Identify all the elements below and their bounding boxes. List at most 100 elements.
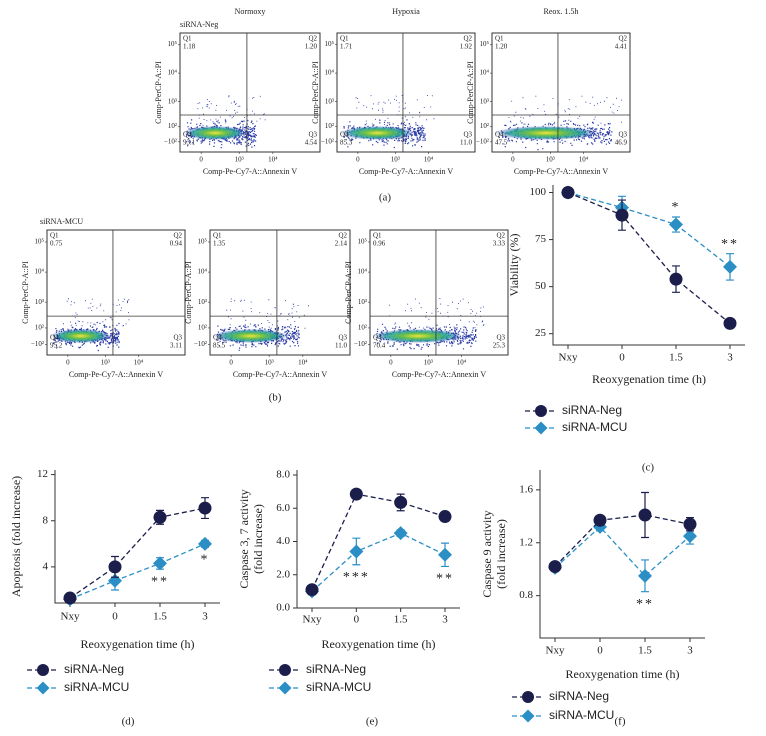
y-tick-label: −10² [31, 340, 44, 348]
y-tick-label: 50 [535, 280, 547, 292]
quadrant-value: 1.18 [183, 43, 196, 51]
legend-marker [279, 664, 291, 676]
y-tick-label: 100 [530, 186, 547, 198]
legend-marker [521, 709, 535, 723]
y-tick-label: 10⁵ [35, 238, 45, 246]
quadrant-name: Q2 [618, 35, 627, 43]
quadrant-name: Q4 [373, 334, 382, 342]
y-tick-label: 10³ [198, 298, 207, 306]
x-tick-label: 0 [229, 359, 233, 367]
data-point [153, 510, 167, 524]
y-tick-label: 10² [35, 324, 44, 332]
x-tick-label: 10³ [265, 359, 274, 367]
event-scatter [217, 298, 309, 351]
panel-label: (e) [366, 716, 379, 728]
legend-label: siRNA-MCU [549, 708, 614, 722]
y-axis-label: (fold increase) [251, 504, 265, 574]
y-axis-label: Apoptosis (fold increase) [9, 476, 23, 597]
x-axis-label: Reoxygenation time (h) [81, 637, 195, 651]
y-tick-label: −10² [194, 340, 207, 348]
plot-frame [369, 229, 509, 356]
quadrant-name: Q3 [496, 334, 505, 342]
x-tick-label: 10³ [235, 156, 244, 164]
data-point [669, 217, 683, 232]
y-tick-label: 10⁵ [168, 40, 178, 48]
x-tick-label: 10⁴ [579, 156, 589, 164]
y-tick-label: 10³ [325, 97, 334, 105]
legend-label: siRNA-MCU [562, 420, 627, 434]
event-density [213, 329, 289, 343]
quadrant-name: Q1 [213, 232, 222, 240]
significance: ** [636, 597, 654, 612]
x-tick-label: 0 [112, 611, 118, 623]
quadrant-value: 1.20 [305, 43, 318, 51]
x-tick-label: 10³ [101, 359, 110, 367]
y-axis-label: (fold increase) [494, 519, 508, 589]
x-tick-label: 10⁴ [134, 359, 144, 367]
data-point [438, 510, 452, 524]
flow-plot: 0 10³ 10⁴−10²10²10³10⁴10⁵Comp-Pe-Cy7-A::An… [184, 229, 351, 379]
quadrant-value: 11.0 [460, 139, 472, 147]
x-tick-label: 0 [199, 156, 203, 164]
y-tick-label: −10² [321, 137, 334, 145]
y-tick-label: 10² [325, 122, 334, 130]
y-tick-label: −10² [354, 340, 367, 348]
y-tick-label: 10³ [480, 97, 489, 105]
panel-label: (f) [615, 716, 626, 728]
legend-label: siRNA-Neg [549, 689, 609, 703]
panel-label: (b) [269, 392, 282, 404]
legend-marker [534, 421, 548, 435]
y-tick-label: 8.0 [276, 469, 290, 481]
line-chart: 4 8 12 Nxy 0 1.5 3 Reoxygenation time (h) Apopto… [9, 468, 220, 695]
quadrant-value: 95.2 [50, 342, 63, 350]
data-point [108, 560, 122, 574]
y-tick-label: 1.2 [519, 536, 533, 548]
x-axis-label: Comp-Pe-Cy7-A::Annexin V [69, 370, 164, 379]
quadrant-name: Q4 [183, 131, 192, 139]
event-scatter [186, 95, 266, 149]
x-tick-label: 10⁴ [298, 359, 308, 367]
line-chart: 0.8 1.2 1.6 Nxy 0 1.5 3 Reoxygenation time (h) C… [480, 470, 705, 723]
data-point [393, 526, 408, 541]
significance: * [201, 553, 210, 568]
x-tick-label: 3 [687, 645, 693, 657]
legend-marker [535, 405, 547, 417]
x-tick-label: 1.5 [638, 645, 652, 657]
y-tick-label: 6.0 [276, 502, 290, 514]
x-tick-label: 10³ [391, 156, 400, 164]
plot-title: Reox. 1.5h [544, 7, 579, 16]
x-tick-label: 10³ [424, 359, 433, 367]
plot-frame [491, 32, 631, 153]
quadrant-value: 4.41 [615, 43, 628, 51]
quadrant-name: Q4 [213, 334, 222, 342]
x-axis-label: Reoxygenation time (h) [322, 637, 436, 651]
legend-label: siRNA-Neg [562, 403, 622, 417]
legend-label: siRNA-Neg [64, 662, 124, 676]
data-point [349, 544, 364, 559]
series-line [311, 493, 446, 590]
y-tick-label: 25 [535, 327, 547, 339]
quadrant-name: Q3 [463, 131, 472, 139]
legend-marker [522, 691, 534, 703]
quadrant-name: Q1 [340, 35, 349, 43]
x-tick-label: Nxy [61, 611, 80, 623]
y-tick-label: 2.0 [276, 568, 290, 580]
quadrant-name: Q1 [183, 35, 192, 43]
quadrant-value: 0.96 [373, 240, 386, 248]
quadrant-value: 3.11 [170, 342, 182, 350]
quadrant-value: 1.92 [460, 43, 473, 51]
significance: * [672, 200, 681, 215]
quadrant-name: Q2 [496, 232, 505, 240]
y-tick-label: −10² [476, 137, 489, 145]
y-axis-label: Comp-PerCP-A::PI [154, 61, 163, 124]
x-axis-label: Comp-Pe-Cy7-A::Annexin V [359, 167, 454, 176]
y-axis-label: Viability (%) [507, 234, 521, 297]
data-point [305, 583, 319, 597]
quadrant-name: Q3 [338, 334, 347, 342]
y-tick-label: 10⁴ [358, 268, 368, 276]
panel-label: (d) [122, 716, 135, 728]
y-tick-label: 10³ [168, 97, 177, 105]
data-point [723, 259, 737, 274]
